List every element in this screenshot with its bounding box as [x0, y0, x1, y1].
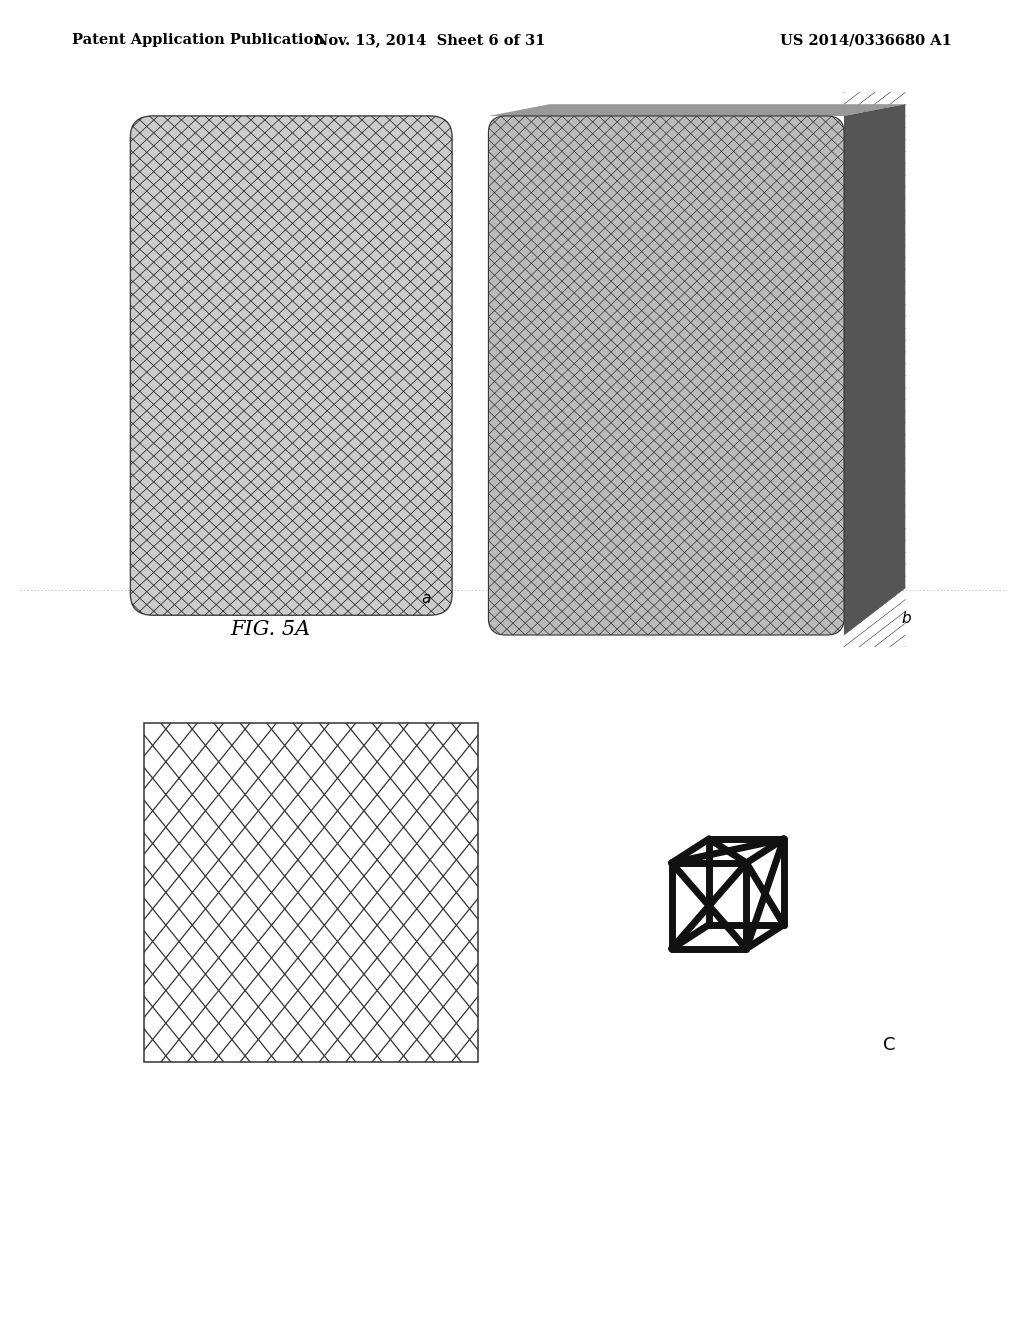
Text: C: C — [884, 1036, 896, 1053]
Text: FIG. 5C: FIG. 5C — [309, 870, 390, 888]
Text: b: b — [902, 611, 911, 626]
Text: FIG. 5B: FIG. 5B — [632, 620, 713, 639]
Polygon shape — [844, 104, 905, 635]
Text: Nov. 13, 2014  Sheet 6 of 31: Nov. 13, 2014 Sheet 6 of 31 — [314, 33, 545, 48]
FancyBboxPatch shape — [488, 116, 844, 635]
FancyBboxPatch shape — [130, 116, 453, 615]
Text: Patent Application Publication: Patent Application Publication — [72, 33, 324, 48]
Text: US 2014/0336680 A1: US 2014/0336680 A1 — [780, 33, 952, 48]
Text: FIG. 5A: FIG. 5A — [229, 620, 310, 639]
Polygon shape — [488, 104, 905, 116]
Text: a: a — [421, 591, 431, 606]
